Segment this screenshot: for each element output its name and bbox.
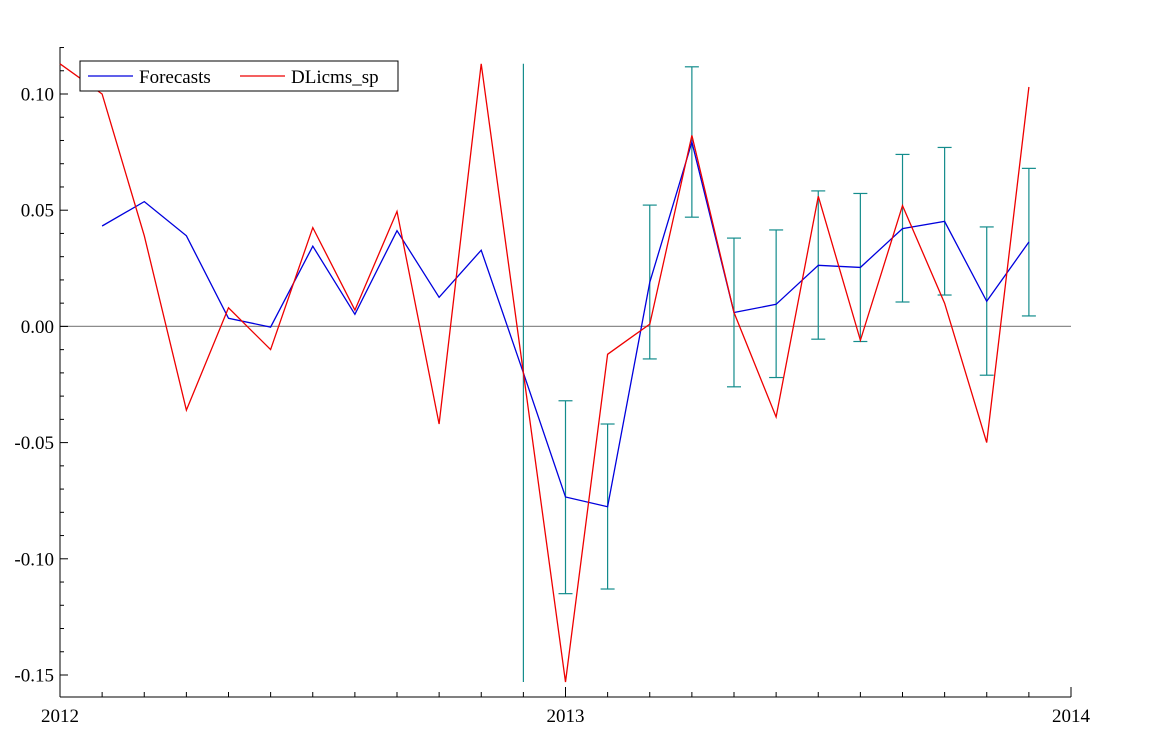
y-tick-label: 0.05 bbox=[21, 201, 54, 222]
error-bars bbox=[522, 63, 1036, 682]
y-tick-label: 0.10 bbox=[21, 85, 54, 106]
legend-label-series-0: Forecasts bbox=[139, 67, 211, 88]
x-tick-label: 2012 bbox=[41, 706, 79, 727]
x-tick-label: 2014 bbox=[1052, 706, 1091, 727]
y-tick-label: -0.05 bbox=[14, 433, 54, 454]
axes: 0.10 0.05 0.00 -0.05 -0.10 -0.15 2012 2013 2014 bbox=[14, 47, 1091, 727]
series-lines bbox=[59, 63, 1030, 683]
legend-label-series-1: DLicms_sp bbox=[291, 67, 379, 88]
y-tick-label: 0.00 bbox=[21, 317, 54, 338]
legend: Forecasts DLicms_sp bbox=[79, 60, 399, 92]
y-tick-label: -0.15 bbox=[14, 666, 54, 687]
series-line-0 bbox=[101, 139, 1030, 508]
x-tick-label: 2013 bbox=[547, 706, 585, 727]
series-line-1 bbox=[59, 63, 1030, 683]
y-tick-label: -0.10 bbox=[14, 549, 54, 570]
